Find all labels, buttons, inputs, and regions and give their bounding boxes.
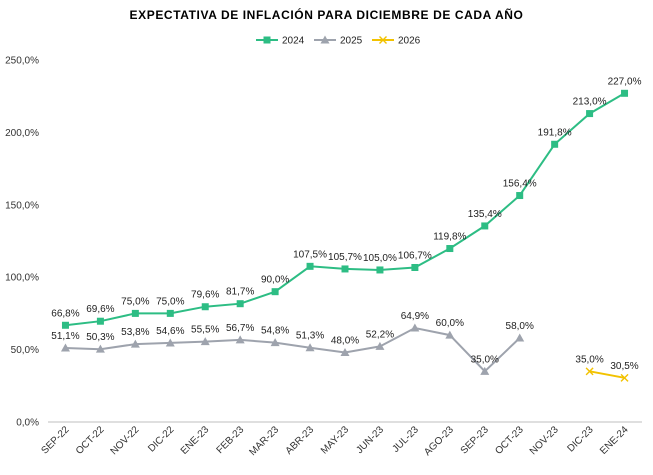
series-2025-point [340, 347, 350, 356]
x-tick-label: SEP-22 [39, 424, 71, 456]
series-2024-point [516, 192, 524, 200]
series-2025-line [65, 326, 521, 373]
series-2024-data-label: 81,7% [226, 287, 254, 298]
legend-2026-marker [379, 36, 387, 44]
y-tick-label: 100,0% [5, 273, 39, 284]
series-2025-point [305, 343, 315, 352]
series-2024-point [586, 110, 594, 118]
series-2024-point [271, 288, 279, 296]
series-2024-point [411, 263, 419, 271]
series-2024-data-label: 69,6% [86, 304, 114, 315]
series-2025-point [480, 366, 490, 375]
series-2025-data-label: 54,6% [156, 326, 184, 337]
y-tick-label: 250,0% [5, 56, 39, 67]
series-2025-point [130, 339, 140, 348]
series-2024-data-label: 79,6% [191, 290, 219, 301]
x-tick-label: SEP-23 [459, 424, 491, 456]
series-2024-data-label: 105,7% [328, 252, 362, 263]
series-2025-point [445, 330, 455, 339]
x-tick-label: ENE-24 [598, 424, 631, 457]
series-2024-point [621, 89, 629, 97]
y-tick-label: 150,0% [5, 200, 39, 211]
series-2025-data-label: 64,9% [401, 311, 429, 322]
legend-2025-label: 2025 [340, 36, 363, 47]
series-2025-point [375, 341, 385, 350]
series-2024-point [481, 222, 489, 230]
x-tick-label: JUL-23 [390, 424, 421, 455]
series-2024-point [96, 317, 104, 325]
y-tick-label: 50,0% [11, 345, 39, 356]
series-2025-data-label: 54,8% [261, 326, 289, 337]
series-2024-point [131, 309, 139, 317]
x-tick-label: DIC-23 [566, 424, 596, 454]
series-2025-data-label: 58,0% [506, 321, 534, 332]
series-2024-point [341, 265, 349, 273]
series-2025-point [270, 338, 280, 347]
series-2025-point [515, 333, 525, 342]
legend-2024-label: 2024 [282, 36, 305, 47]
series-2024-data-label: 75,0% [121, 296, 149, 307]
series-2025-point [60, 343, 70, 352]
series-2024-data-label: 156,4% [503, 179, 537, 190]
series-2024-data-label: 105,0% [363, 253, 397, 264]
series-2025-point [410, 323, 420, 332]
x-tick-label: AGO-23 [422, 424, 456, 458]
series-2024-point [166, 309, 174, 317]
series-2024-data-label: 90,0% [261, 275, 289, 286]
x-tick-label: DIC-22 [146, 424, 176, 454]
series-2025-data-label: 52,2% [366, 329, 394, 340]
series-2025-data-label: 53,8% [121, 327, 149, 338]
series-2025-point [200, 337, 210, 346]
series-2024-point [236, 300, 244, 308]
series-2026-point [620, 373, 629, 382]
x-tick-label: ENE-23 [179, 424, 212, 457]
series-2024-point [551, 140, 559, 148]
series-2024-data-label: 107,5% [293, 249, 327, 260]
series-2024-data-label: 66,8% [51, 308, 79, 319]
x-tick-label: MAR-23 [248, 424, 282, 458]
series-2026-data-label: 30,5% [610, 361, 638, 372]
series-2025-data-label: 55,5% [191, 325, 219, 336]
series-2024-point [201, 303, 209, 311]
x-tick-label: OCT-23 [493, 424, 526, 457]
x-tick-label: ABR-23 [284, 424, 317, 457]
series-2025-data-label: 51,3% [296, 331, 324, 342]
series-2024-data-label: 119,8% [433, 232, 466, 243]
series-2024-data-label: 213,0% [573, 97, 607, 108]
legend-2025-marker [320, 35, 330, 44]
x-tick-label: NOV-23 [528, 424, 561, 457]
x-tick-label: NOV-22 [109, 424, 142, 457]
series-2024-data-label: 106,7% [398, 250, 432, 261]
series-2024-data-label: 227,0% [608, 76, 642, 87]
series-2025-point [95, 344, 105, 353]
chart-title: EXPECTATIVA DE INFLACIÓN PARA DICIEMBRE … [129, 8, 524, 22]
y-tick-label: 200,0% [5, 128, 39, 139]
series-2025-data-label: 56,7% [226, 323, 254, 334]
series-2024-point [61, 321, 69, 329]
y-tick-label: 0,0% [16, 418, 39, 429]
series-2024-point [376, 266, 384, 274]
x-tick-label: FEB-23 [215, 424, 247, 456]
series-2026-data-label: 35,0% [575, 354, 603, 365]
series-2024-data-label: 191,8% [538, 127, 572, 138]
series-2025-data-label: 60,0% [436, 318, 464, 329]
series-2025-point [165, 338, 175, 347]
series-2025-data-label: 51,1% [51, 331, 79, 342]
legend-2026-label: 2026 [398, 36, 421, 47]
series-2025-data-label: 35,0% [471, 354, 499, 365]
series-2025-data-label: 50,3% [86, 332, 114, 343]
series-2025-point [235, 335, 245, 344]
x-tick-label: MAY-23 [319, 424, 351, 456]
x-tick-label: OCT-22 [74, 424, 107, 457]
series-2026-point [585, 367, 594, 376]
series-2024-point [306, 262, 314, 270]
x-tick-label: JUN-23 [354, 424, 386, 456]
series-2024-data-label: 135,4% [468, 209, 502, 220]
series-2024-data-label: 75,0% [156, 296, 184, 307]
series-2026-line [589, 370, 625, 379]
legend-2024-marker [263, 36, 271, 44]
series-2025-data-label: 48,0% [331, 335, 359, 346]
series-2024-point [446, 245, 454, 253]
